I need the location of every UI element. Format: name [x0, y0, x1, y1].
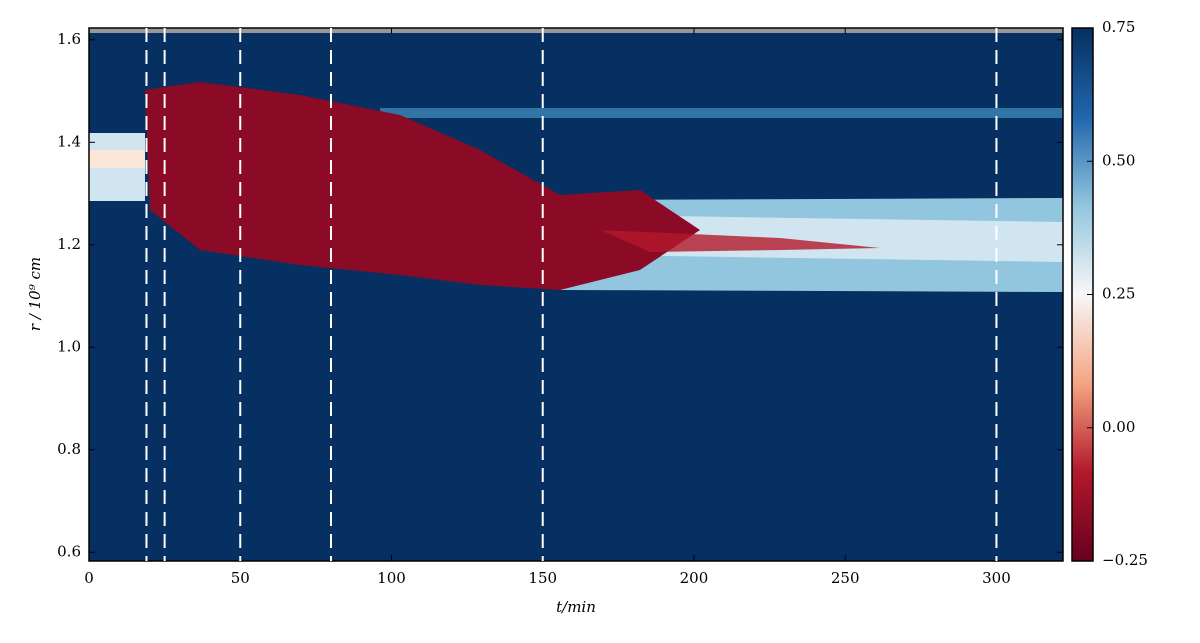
colorbar-tick-label: 0.00 [1102, 418, 1135, 436]
y-tick-label: 1.0 [57, 337, 81, 355]
y-tick-label: 1.2 [57, 235, 81, 253]
x-tick-label: 200 [680, 569, 709, 587]
x-axis-label: t/min [556, 598, 596, 616]
y-tick-label: 1.4 [57, 132, 81, 150]
y-tick-label: 0.6 [57, 542, 81, 560]
colorbar-tick-label: 0.50 [1102, 151, 1135, 169]
y-axis-label: r / 10⁹ cm [26, 257, 44, 331]
y-tick-label: 0.8 [57, 440, 81, 458]
x-tick-label: 0 [84, 569, 94, 587]
colorbar-tick-label: −0.25 [1102, 551, 1148, 569]
x-tick-label: 50 [231, 569, 250, 587]
colorbar-tick-label: 0.25 [1102, 285, 1135, 303]
plot-frame [88, 27, 1064, 562]
colorbar-tick-label: 0.75 [1102, 18, 1135, 36]
x-tick-label: 300 [982, 569, 1011, 587]
heatmap [89, 28, 1063, 561]
x-tick-label: 100 [377, 569, 406, 587]
y-tick-label: 1.6 [57, 30, 81, 48]
x-tick-label: 150 [528, 569, 557, 587]
x-tick-label: 250 [831, 569, 860, 587]
